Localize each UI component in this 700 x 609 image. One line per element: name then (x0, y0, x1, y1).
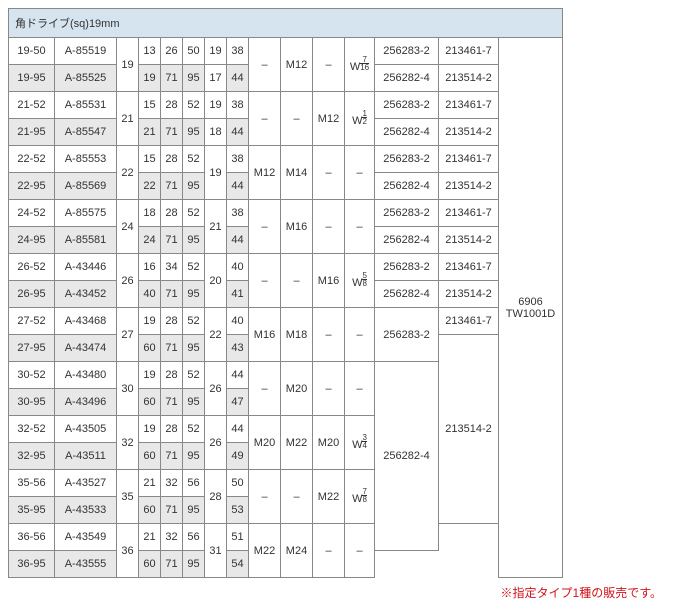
group-size: 21 (117, 92, 139, 146)
code-cell: 35-56 (9, 470, 55, 497)
ref1: 256282-4 (375, 281, 439, 308)
model-cell: 6906TW1001D (499, 38, 563, 578)
ref1: 256283-2 (375, 200, 439, 227)
group-size: 30 (117, 362, 139, 416)
ref2: 213514-2 (439, 227, 499, 254)
group-size: 19 (117, 38, 139, 92)
part-cell: A-43555 (55, 551, 117, 578)
group-size: 24 (117, 200, 139, 254)
ref2: 213461-7 (439, 308, 499, 335)
group-size: 35 (117, 470, 139, 524)
code-cell: 32-52 (9, 416, 55, 443)
code-cell: 19-95 (9, 65, 55, 92)
code-cell: 27-95 (9, 335, 55, 362)
ref2: 213514-2 (439, 281, 499, 308)
table-row: 24-52A-85575241828522138–M16––256283-221… (9, 200, 563, 227)
table-row: 19-50A-85519191326501938–M12–W716256283-… (9, 38, 563, 65)
ref1: 256282-4 (375, 119, 439, 146)
part-cell: A-43527 (55, 470, 117, 497)
ref1: 256282-4 (375, 173, 439, 200)
ref2: 213461-7 (439, 38, 499, 65)
ref1: 256283-2 (375, 254, 439, 281)
code-cell: 21-95 (9, 119, 55, 146)
code-cell: 21-52 (9, 92, 55, 119)
part-cell: A-85531 (55, 92, 117, 119)
ref1: 256283-2 (375, 308, 439, 362)
code-cell: 30-95 (9, 389, 55, 416)
ref1: 256282-4 (375, 362, 439, 551)
group-size: 32 (117, 416, 139, 470)
code-cell: 30-52 (9, 362, 55, 389)
code-cell: 26-52 (9, 254, 55, 281)
table-row: 26-52A-43446261634522040––M16W58256283-2… (9, 254, 563, 281)
code-cell: 27-52 (9, 308, 55, 335)
group-size: 27 (117, 308, 139, 362)
ref2: 213514-2 (439, 65, 499, 92)
part-cell: A-85569 (55, 173, 117, 200)
code-cell: 19-50 (9, 38, 55, 65)
part-cell: A-43505 (55, 416, 117, 443)
part-cell: A-85519 (55, 38, 117, 65)
part-cell: A-43533 (55, 497, 117, 524)
table-row: 21-52A-85531211528521938––M12W12256283-2… (9, 92, 563, 119)
part-cell: A-85525 (55, 65, 117, 92)
code-cell: 24-95 (9, 227, 55, 254)
part-cell: A-43496 (55, 389, 117, 416)
table-row: 36-56A-43549362132563151M22M24–– (9, 524, 563, 551)
code-cell: 24-52 (9, 200, 55, 227)
ref2: 213461-7 (439, 200, 499, 227)
part-cell: A-43511 (55, 443, 117, 470)
code-cell: 22-52 (9, 146, 55, 173)
code-cell: 26-95 (9, 281, 55, 308)
part-cell: A-43549 (55, 524, 117, 551)
table-row: 22-52A-85553221528521938M12M14––256283-2… (9, 146, 563, 173)
part-cell: A-85553 (55, 146, 117, 173)
group-size: 26 (117, 254, 139, 308)
ref2: 213461-7 (439, 92, 499, 119)
code-cell: 36-56 (9, 524, 55, 551)
part-cell: A-43468 (55, 308, 117, 335)
code-cell: 22-95 (9, 173, 55, 200)
group-size: 36 (117, 524, 139, 578)
part-cell: A-43474 (55, 335, 117, 362)
code-cell: 35-95 (9, 497, 55, 524)
ref2: 213514-2 (439, 173, 499, 200)
part-cell: A-43452 (55, 281, 117, 308)
table-row: 27-52A-43468271928522240M16M18––256283-2… (9, 308, 563, 335)
ref1: 256283-2 (375, 146, 439, 173)
ref1: 256282-4 (375, 227, 439, 254)
code-cell: 36-95 (9, 551, 55, 578)
code-cell: 32-95 (9, 443, 55, 470)
ref2: 213461-7 (439, 146, 499, 173)
spec-table: 角ドライブ(sq)19mm 19-50A-85519191326501938–M… (8, 8, 563, 578)
footnote: ※指定タイプ1種の販売です。 (8, 584, 692, 601)
part-cell: A-85547 (55, 119, 117, 146)
part-cell: A-85581 (55, 227, 117, 254)
ref1: 256283-2 (375, 92, 439, 119)
ref2: 213514-2 (439, 119, 499, 146)
part-cell: A-85575 (55, 200, 117, 227)
ref1: 256283-2 (375, 38, 439, 65)
table-header: 角ドライブ(sq)19mm (9, 9, 563, 38)
part-cell: A-43480 (55, 362, 117, 389)
ref1: 256282-4 (375, 65, 439, 92)
part-cell: A-43446 (55, 254, 117, 281)
ref2: 213461-7 (439, 254, 499, 281)
ref2: 213514-2 (439, 335, 499, 524)
group-size: 22 (117, 146, 139, 200)
